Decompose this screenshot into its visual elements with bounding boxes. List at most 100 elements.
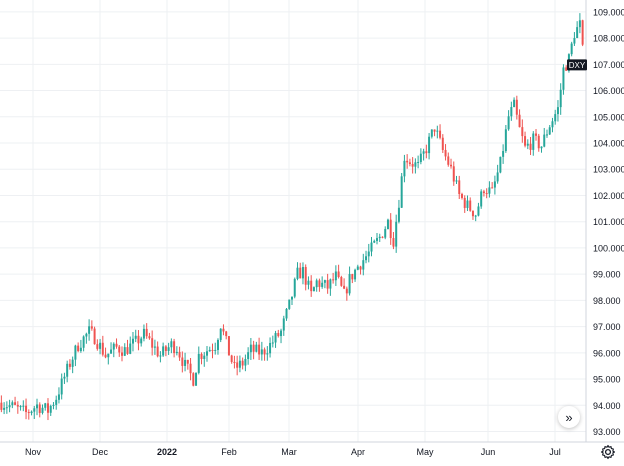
candle-body <box>258 344 261 355</box>
candle-body <box>491 187 494 189</box>
candle-body <box>214 349 217 351</box>
candle-body <box>99 342 102 349</box>
candle-body <box>367 251 370 257</box>
candle-body <box>312 287 315 292</box>
candle-body <box>578 20 581 28</box>
candle-body <box>206 351 209 356</box>
candle-body <box>315 280 318 288</box>
candle-body <box>0 402 3 410</box>
candle-body <box>447 156 450 165</box>
x-tick-label: Nov <box>25 447 42 457</box>
settings-gear-icon[interactable] <box>600 444 616 460</box>
candle-body <box>477 206 480 216</box>
candle-body <box>46 403 49 413</box>
x-tick-label: Jun <box>481 447 496 457</box>
candle-body <box>526 143 529 146</box>
candle-body <box>532 133 535 150</box>
candle-body <box>513 99 516 108</box>
candle-body <box>269 343 272 354</box>
candle-body <box>189 363 192 374</box>
x-tick-label: Apr <box>351 447 365 457</box>
y-tick-label: 108.000 <box>593 34 624 44</box>
candle-body <box>192 373 195 386</box>
candle-body <box>581 20 584 45</box>
candle-body <box>559 89 562 108</box>
candle-body <box>14 402 17 405</box>
candle-body <box>318 280 321 287</box>
candle-body <box>474 215 477 217</box>
scroll-to-realtime-button[interactable]: » <box>558 406 580 428</box>
candle-body <box>178 351 181 358</box>
candle-body <box>521 127 524 137</box>
candle-body <box>164 346 167 351</box>
candle-body <box>291 296 293 300</box>
candle-body <box>112 343 115 350</box>
x-tick-label: Jul <box>549 447 561 457</box>
candle-body <box>222 328 225 332</box>
candle-body <box>137 335 140 344</box>
candle-body <box>389 219 392 239</box>
candle-body <box>548 127 551 135</box>
candle-body <box>408 162 411 164</box>
candle-body <box>345 288 348 294</box>
candle-body <box>299 267 302 279</box>
candle-body <box>386 219 389 230</box>
candle-body <box>537 135 540 149</box>
candle-body <box>74 345 77 360</box>
y-tick-label: 100.000 <box>593 243 624 253</box>
candle-body <box>375 238 378 241</box>
candle-body <box>230 355 233 362</box>
candle-body <box>428 136 431 154</box>
candle-body <box>131 338 134 344</box>
x-tick-label: 2022 <box>157 447 177 457</box>
candle-body <box>436 130 439 132</box>
double-chevron-right-icon: » <box>565 409 573 425</box>
candle-body <box>504 129 507 152</box>
candle-body <box>444 149 447 157</box>
candle-body <box>392 238 395 247</box>
candle-body <box>285 308 288 319</box>
candle-body <box>469 200 472 211</box>
candle-body <box>145 328 148 337</box>
candle-body <box>482 191 485 194</box>
candle-body <box>332 279 335 281</box>
candle-body <box>480 191 483 207</box>
candle-body <box>422 151 425 154</box>
candle-body <box>414 162 417 167</box>
candle-body <box>384 229 387 238</box>
candle-body <box>68 363 71 367</box>
candle-body <box>529 143 532 150</box>
candle-body <box>397 207 400 222</box>
candle-body <box>395 221 398 247</box>
candle-body <box>123 347 126 356</box>
candle-body <box>11 402 14 406</box>
candle-body <box>455 180 458 182</box>
candle-body <box>576 27 579 39</box>
candle-body <box>52 404 55 406</box>
candle-body <box>121 352 124 356</box>
candle-body <box>60 378 63 395</box>
y-tick-label: 101.000 <box>593 217 624 227</box>
candle-body <box>142 328 145 339</box>
candle-body <box>175 351 178 354</box>
candle-body <box>66 363 69 377</box>
candle-body <box>126 347 129 354</box>
candle-body <box>296 267 299 279</box>
candle-body <box>151 338 154 348</box>
candle-body <box>466 200 469 208</box>
candle-body <box>19 406 22 408</box>
candle-body <box>485 193 488 195</box>
candle-body <box>96 344 99 349</box>
candle-body <box>156 346 159 357</box>
candle-body <box>556 107 559 115</box>
y-tick-label: 107.000 <box>593 60 624 70</box>
candle-body <box>406 160 409 163</box>
candle-body <box>184 359 187 366</box>
candle-body <box>216 339 219 350</box>
candle-body <box>337 271 340 278</box>
candle-body <box>356 266 359 270</box>
candle-body <box>301 267 304 279</box>
candle-body <box>411 163 414 167</box>
